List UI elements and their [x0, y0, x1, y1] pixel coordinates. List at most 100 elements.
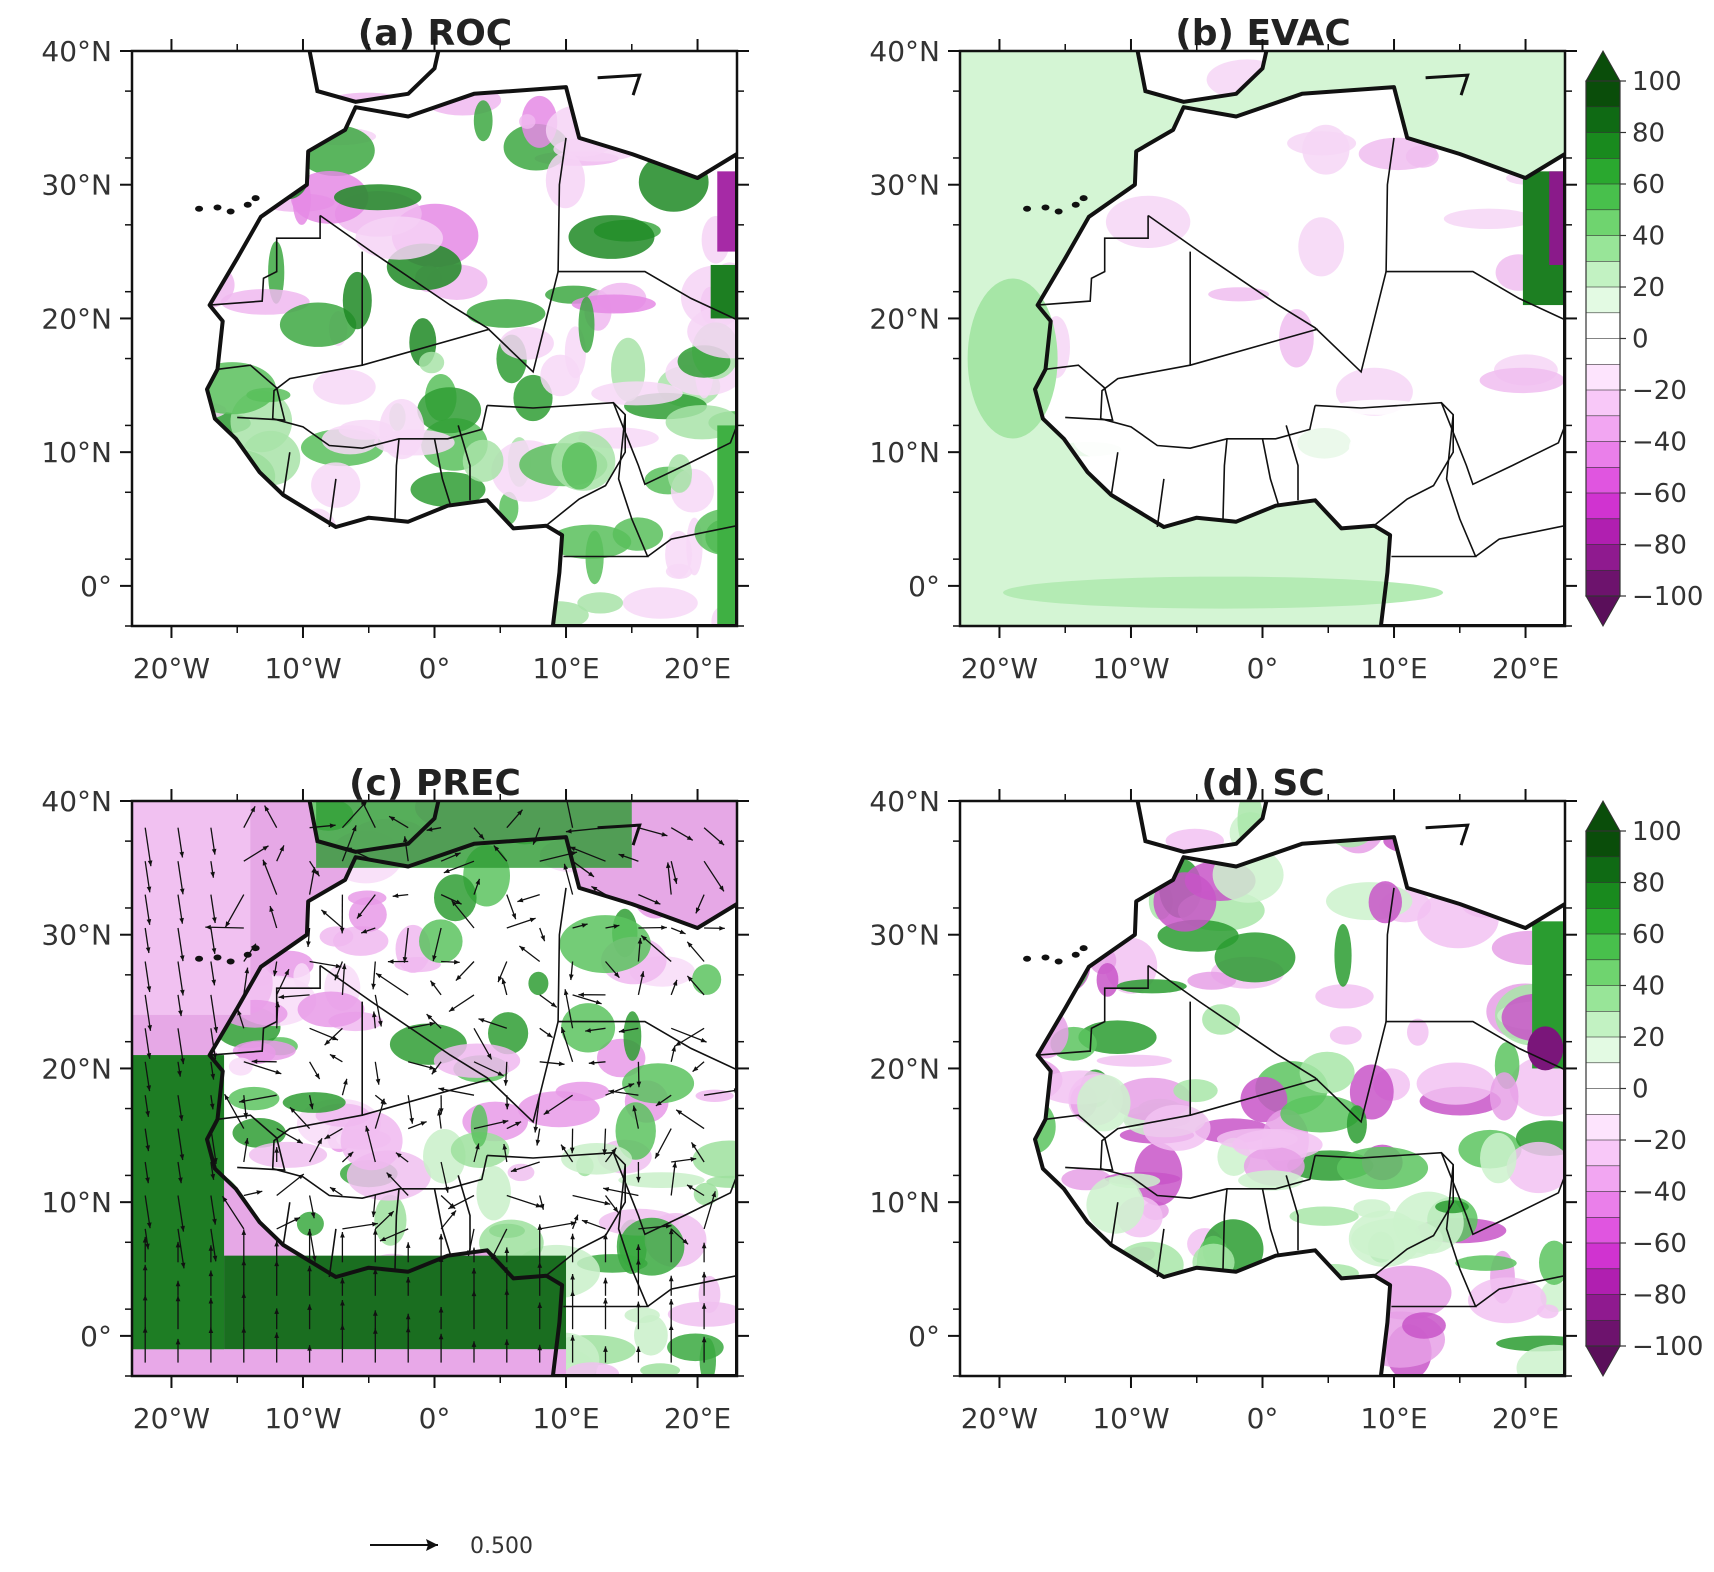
field-blob — [1348, 434, 1380, 460]
colorbar-label: −100 — [1632, 1332, 1703, 1362]
field-blob — [619, 1217, 685, 1276]
field-blob — [1479, 367, 1565, 394]
wind-arrow-head — [392, 893, 399, 898]
wind-arrow-head — [668, 1299, 674, 1305]
wind-arrow-head — [641, 935, 647, 941]
field-blob — [319, 926, 354, 947]
wind-arrow-head — [493, 845, 500, 852]
country-border — [319, 214, 737, 374]
island — [1023, 955, 1032, 962]
wind-arrow-head — [210, 1073, 216, 1080]
wind-arrow-head — [546, 1032, 553, 1038]
lon-tick-label: 10°W — [1092, 652, 1169, 685]
colorbar-segment — [1585, 441, 1621, 469]
wind-arrow-head — [595, 999, 602, 1005]
wind-arrow-head — [373, 1268, 378, 1275]
lat-tick-label: 30°N — [41, 169, 112, 202]
wind-arrow-head — [498, 976, 503, 983]
field-blob — [1298, 217, 1345, 277]
country-border — [1222, 438, 1228, 520]
wind-arrow-head — [471, 1341, 477, 1347]
wind-arrow — [375, 972, 409, 996]
field-blob — [348, 897, 387, 932]
field-blob — [500, 326, 554, 360]
wind-arrow-head — [636, 1259, 641, 1265]
wind-arrow-head — [278, 994, 285, 1000]
field-blob — [473, 100, 493, 142]
country-border — [1261, 1188, 1280, 1255]
field-blob — [545, 152, 585, 209]
country-border — [272, 1155, 488, 1200]
wind-arrow — [534, 1095, 541, 1133]
lon-tick-label: 20°E — [664, 1402, 731, 1435]
wind-arrow-head — [571, 851, 578, 856]
colorbar-segment — [1585, 261, 1621, 288]
wind-arrow — [144, 827, 152, 867]
wind-arrow-head — [603, 1277, 608, 1284]
colorbar-segment — [1585, 1191, 1621, 1219]
field-blob — [1435, 1200, 1469, 1214]
wind-arrow-head — [569, 1147, 575, 1154]
wind-arrow-head — [376, 973, 382, 979]
wind-arrow-head — [403, 836, 408, 843]
field-blob — [667, 1333, 724, 1362]
wind-arrow-head — [578, 992, 584, 998]
island — [1071, 951, 1080, 958]
field-blob — [1096, 963, 1119, 997]
lon-tick-label: 20°W — [133, 652, 210, 685]
wind-arrow-head — [264, 805, 270, 812]
wind-arrow-head — [205, 924, 211, 930]
field-blob — [640, 1363, 681, 1376]
wind-arrow-head — [212, 1255, 218, 1262]
field-blob — [665, 563, 693, 580]
colorbar-segment — [1585, 106, 1621, 134]
wind-arrow-head — [241, 1259, 247, 1266]
country-border — [1440, 1152, 1565, 1236]
wind-arrow-head — [668, 1324, 674, 1330]
panel-roc: (a) ROC 40°N30°N20°N10°N0°20°W 10°W 0° 10°E… — [41, 13, 749, 685]
field-blob — [1173, 391, 1225, 434]
wind-arrow-head — [178, 1115, 184, 1121]
field-blob — [419, 351, 445, 374]
field-blob — [1238, 1170, 1304, 1191]
wind-arrow-head — [672, 1161, 677, 1168]
wind-arrow — [473, 1027, 493, 1060]
lon-tick-label: 0° — [1247, 1402, 1279, 1435]
coastline — [205, 835, 737, 1376]
colorbar-segment — [1585, 1139, 1621, 1167]
wind-arrow-head — [654, 899, 661, 905]
wind-arrow-head — [211, 848, 217, 855]
colorbar-segment — [1585, 158, 1621, 185]
wind-arrow-head — [340, 1232, 345, 1238]
lat-tick-label: 40°N — [41, 35, 112, 68]
wind-arrow-head — [504, 1103, 510, 1110]
field-blob — [585, 530, 604, 585]
wind-arrow-head — [438, 1233, 444, 1240]
wind-arrow-head — [491, 1253, 497, 1260]
coastline-sicily — [597, 823, 642, 846]
field-blob — [692, 1140, 737, 1179]
wind-arrow — [243, 1061, 282, 1075]
colorbar-segment — [1585, 959, 1621, 987]
wind-arrow-head — [145, 1243, 150, 1250]
coastline-iberia — [1135, 801, 1269, 854]
wind-arrow — [670, 1161, 676, 1196]
country-border — [457, 425, 471, 501]
field-blob — [228, 1086, 280, 1111]
wind-arrow-head — [256, 1190, 263, 1195]
field-blob — [1336, 1146, 1429, 1190]
island — [195, 955, 204, 962]
wind-arrow-head — [371, 983, 376, 990]
wind-arrow-head — [284, 969, 289, 976]
field-blob — [1153, 872, 1217, 932]
wind-arrow-head — [438, 1108, 444, 1114]
wind-arrow-head — [539, 1203, 545, 1210]
field-blob — [334, 184, 422, 211]
country-border — [1156, 478, 1165, 528]
wind-arrow-head — [449, 1006, 455, 1012]
wind-arrow — [276, 1173, 305, 1197]
country-border — [328, 478, 337, 528]
colorbar-segment — [1585, 1165, 1621, 1193]
wind-arrow-head — [225, 921, 231, 928]
lat-tick-label: 0° — [80, 1320, 112, 1353]
